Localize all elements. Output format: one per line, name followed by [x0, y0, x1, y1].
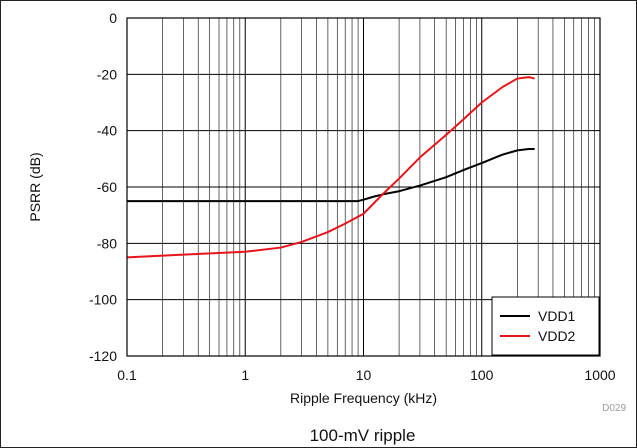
plot-area-border: [126, 17, 601, 357]
x-axis-title: Ripple Frequency (kHz): [290, 390, 437, 406]
series-line-vdd1: [127, 147, 535, 203]
legend: VDD1 VDD2: [491, 296, 600, 356]
x-tick-label: 0.1: [117, 367, 137, 383]
y-tick-label: -40: [97, 123, 117, 139]
x-tick-label: 10: [356, 367, 372, 383]
legend-box: [491, 296, 600, 356]
figure-code: D029: [602, 403, 626, 414]
x-tick-label: 1: [241, 367, 249, 383]
y-axis-title: PSRR (dB): [27, 152, 43, 221]
y-tick-label: -120: [89, 348, 117, 364]
y-tick-label: -80: [97, 235, 117, 251]
series-lines: [126, 76, 535, 259]
y-tick-label: -20: [97, 66, 117, 82]
tick-labels: 0.1 1 10 100 1000 0 -20 -40 -60 -80 -100 -120: [89, 10, 616, 383]
series-line-vdd2: [126, 76, 535, 259]
y-tick-label: -60: [97, 179, 117, 195]
legend-label-vdd2: VDD2: [538, 328, 576, 344]
x-tick-label: 100: [470, 367, 494, 383]
x-tick-label: 1000: [584, 367, 615, 383]
figure-caption: 100-mV ripple: [310, 426, 416, 445]
y-tick-label: 0: [109, 10, 117, 26]
legend-label-vdd1: VDD1: [538, 308, 576, 324]
y-tick-label: -100: [89, 292, 117, 308]
